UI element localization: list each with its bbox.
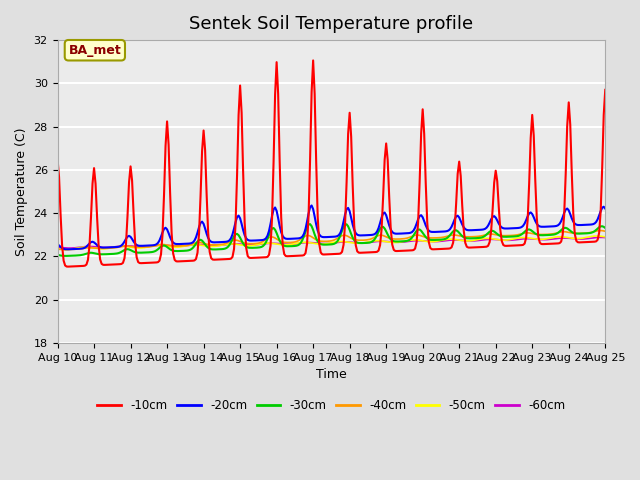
-10cm <box>309 58 317 63</box>
Line: -40cm: -40cm <box>58 230 605 250</box>
Line: -30cm: -30cm <box>58 224 605 256</box>
-60cm <box>536 237 543 242</box>
-30cm <box>307 221 314 227</box>
-20cm <box>54 241 61 247</box>
-50cm <box>63 247 70 252</box>
-10cm <box>157 252 165 257</box>
-40cm <box>597 228 605 233</box>
-40cm <box>385 235 393 241</box>
Title: Sentek Soil Temperature profile: Sentek Soil Temperature profile <box>189 15 474 33</box>
-20cm <box>63 246 70 252</box>
Line: -50cm: -50cm <box>58 236 605 250</box>
-50cm <box>367 239 375 244</box>
-30cm <box>54 252 61 258</box>
-50cm <box>157 243 165 249</box>
-20cm <box>369 232 376 238</box>
-10cm <box>602 87 609 93</box>
-60cm <box>602 235 609 240</box>
-10cm <box>65 264 72 269</box>
-40cm <box>536 232 543 238</box>
X-axis label: Time: Time <box>316 368 347 381</box>
-50cm <box>70 246 78 252</box>
-60cm <box>54 244 61 250</box>
Line: -20cm: -20cm <box>58 205 605 249</box>
-20cm <box>70 246 78 252</box>
-30cm <box>70 252 78 258</box>
-20cm <box>399 230 407 236</box>
-20cm <box>157 234 165 240</box>
-10cm <box>70 264 78 269</box>
Line: -60cm: -60cm <box>58 238 605 248</box>
-60cm <box>66 245 74 251</box>
-60cm <box>157 242 165 248</box>
-40cm <box>397 236 405 242</box>
-20cm <box>538 224 545 229</box>
-30cm <box>369 239 376 244</box>
-50cm <box>602 234 609 240</box>
-50cm <box>54 246 61 252</box>
-30cm <box>157 244 165 250</box>
-40cm <box>367 236 375 242</box>
-60cm <box>367 240 375 245</box>
-10cm <box>538 241 545 247</box>
-30cm <box>387 237 395 242</box>
-50cm <box>397 239 405 245</box>
Y-axis label: Soil Temperature (C): Soil Temperature (C) <box>15 127 28 256</box>
Text: BA_met: BA_met <box>68 44 121 57</box>
-40cm <box>602 228 609 234</box>
-40cm <box>157 241 165 247</box>
-30cm <box>602 225 609 231</box>
-10cm <box>369 249 376 255</box>
-40cm <box>54 246 61 252</box>
-10cm <box>387 226 395 231</box>
-20cm <box>602 206 609 212</box>
-60cm <box>397 240 405 245</box>
-50cm <box>385 239 393 245</box>
-30cm <box>61 253 69 259</box>
-20cm <box>387 227 395 232</box>
Legend: -10cm, -20cm, -30cm, -40cm, -50cm, -60cm: -10cm, -20cm, -30cm, -40cm, -50cm, -60cm <box>93 394 570 417</box>
-50cm <box>592 233 600 239</box>
-40cm <box>61 247 69 252</box>
-10cm <box>399 248 407 253</box>
-30cm <box>538 232 545 238</box>
-20cm <box>308 203 316 208</box>
-10cm <box>54 156 61 162</box>
-60cm <box>70 245 78 251</box>
Line: -10cm: -10cm <box>58 60 605 266</box>
-60cm <box>597 235 605 240</box>
-30cm <box>399 239 407 244</box>
-40cm <box>70 246 78 252</box>
-50cm <box>536 237 543 242</box>
-60cm <box>385 239 393 245</box>
